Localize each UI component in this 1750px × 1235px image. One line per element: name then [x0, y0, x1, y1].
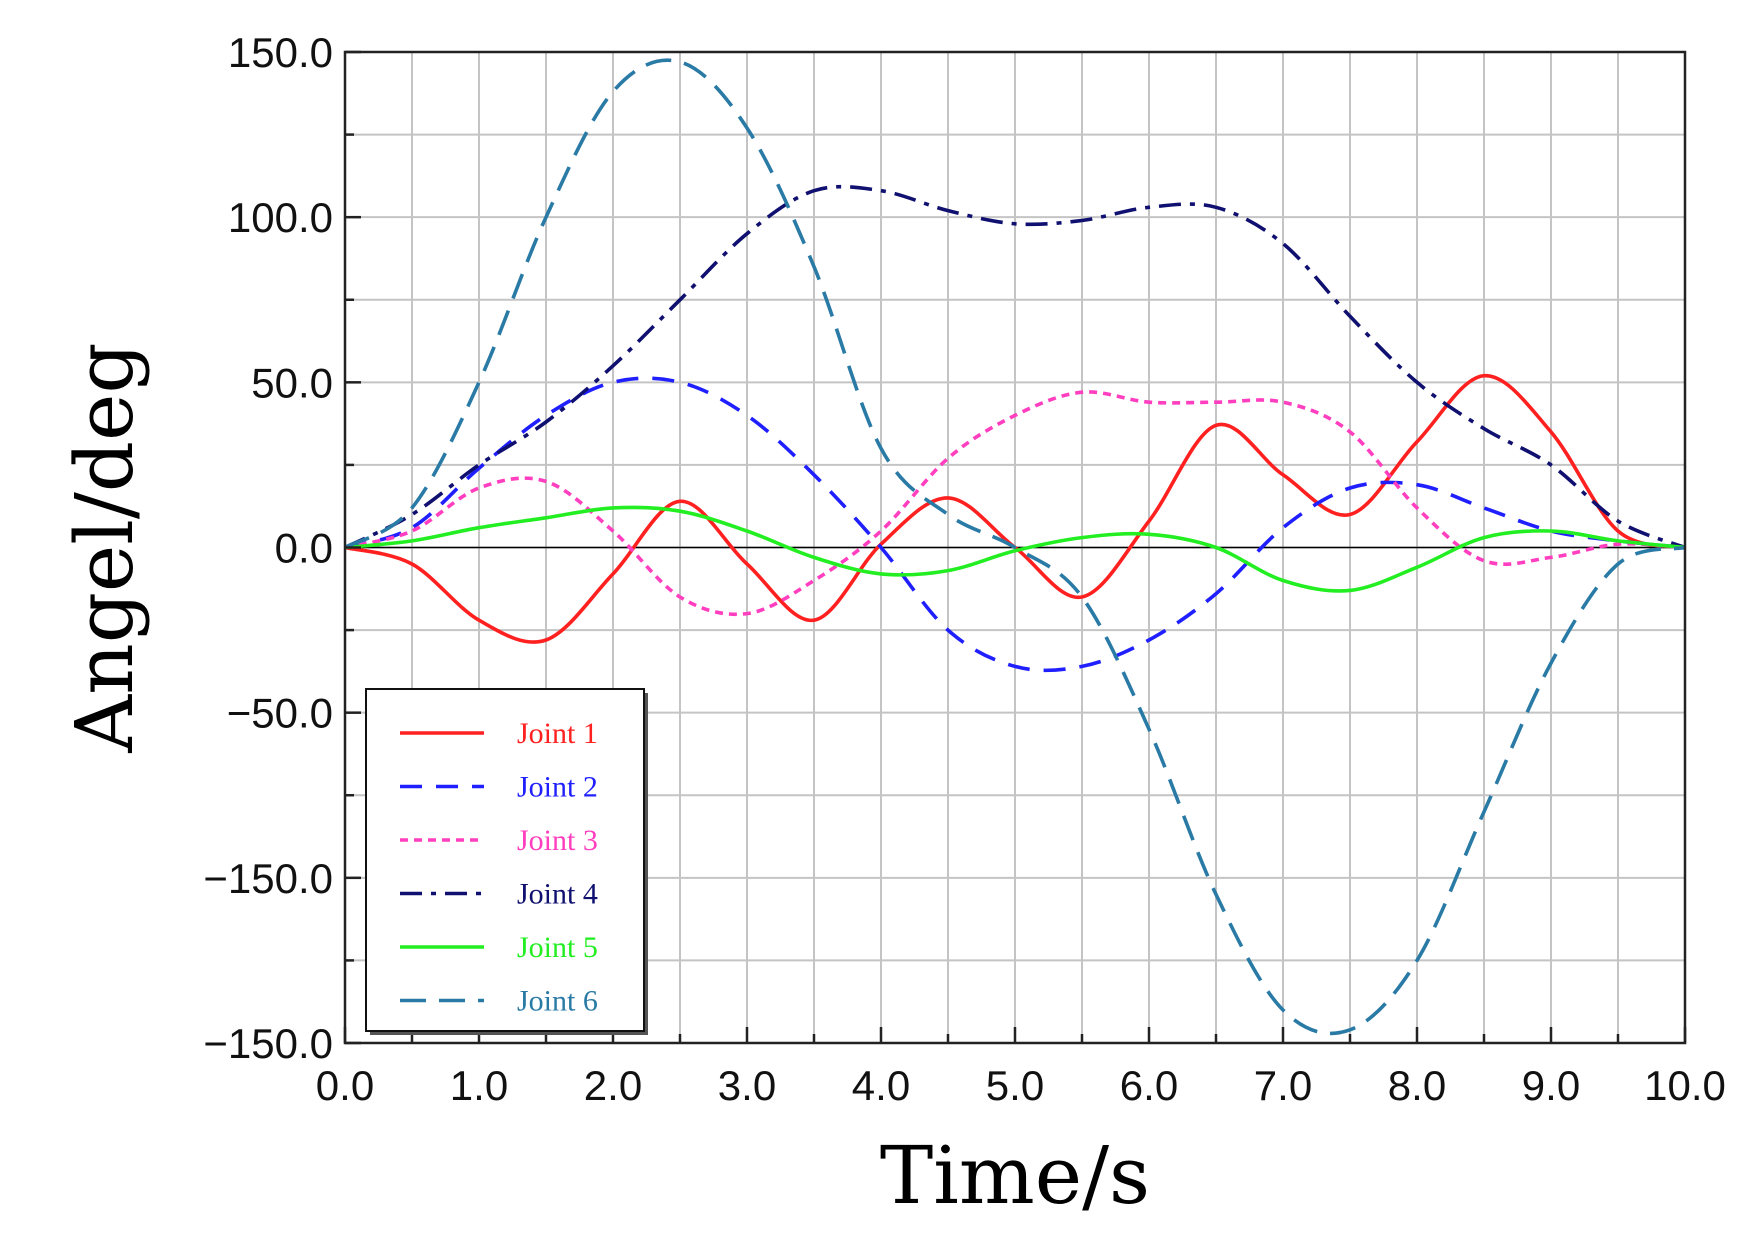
x-tick-label: 8.0 [1388, 1062, 1446, 1109]
x-tick-label: 4.0 [852, 1062, 910, 1109]
legend-label-joint-5: Joint 5 [517, 931, 598, 964]
y-tick-label: 50.0 [251, 359, 333, 406]
x-tick-label: 1.0 [450, 1062, 508, 1109]
legend-label-joint-6: Joint 6 [517, 985, 598, 1018]
legend-box [365, 688, 645, 1032]
y-tick-label: −150.0 [203, 855, 333, 902]
x-tick-label: 0.0 [316, 1062, 374, 1109]
legend-label-joint-2: Joint 2 [517, 771, 598, 804]
legend-label-joint-3: Joint 3 [517, 824, 598, 857]
y-tick-label: 100.0 [228, 194, 333, 241]
legend: Joint 1 Joint 2 Joint 3 Joint 4 Joint 5 Joint… [365, 688, 648, 1035]
x-tick-label: 5.0 [986, 1062, 1044, 1109]
x-tick-label: 2.0 [584, 1062, 642, 1109]
x-tick-labels: 0.0 1.0 2.0 3.0 4.0 5.0 6.0 7.0 8.0 9.0 10.0 [316, 1062, 1726, 1109]
series-line-joint-5 [344, 505, 1686, 593]
series-line-joint-6 [344, 58, 1686, 1036]
series-line-joint-3 [344, 390, 1686, 616]
series-layer [344, 58, 1686, 1036]
series-line-joint-4 [344, 184, 1686, 550]
series-line-joint-1 [344, 373, 1686, 644]
series-line-joint-2 [344, 376, 1686, 673]
legend-label-joint-4: Joint 4 [517, 878, 598, 911]
x-axis-title: Time/s [880, 1129, 1150, 1222]
x-tick-label: 9.0 [1522, 1062, 1580, 1109]
y-tick-label: 0.0 [275, 525, 333, 572]
y-axis-title: Angel/deg [58, 342, 151, 753]
legend-label-joint-1: Joint 1 [517, 717, 598, 750]
x-tick-label: 6.0 [1120, 1062, 1178, 1109]
y-tick-label: 150.0 [228, 29, 333, 76]
x-tick-label: 7.0 [1254, 1062, 1312, 1109]
y-tick-label: −150.0 [203, 1020, 333, 1067]
x-tick-label: 10.0 [1644, 1062, 1726, 1109]
x-tick-label: 3.0 [718, 1062, 776, 1109]
y-tick-label: −50.0 [227, 690, 333, 737]
y-tick-labels: 150.0 100.0 50.0 0.0 −50.0 −150.0 −150.0 [203, 29, 333, 1067]
